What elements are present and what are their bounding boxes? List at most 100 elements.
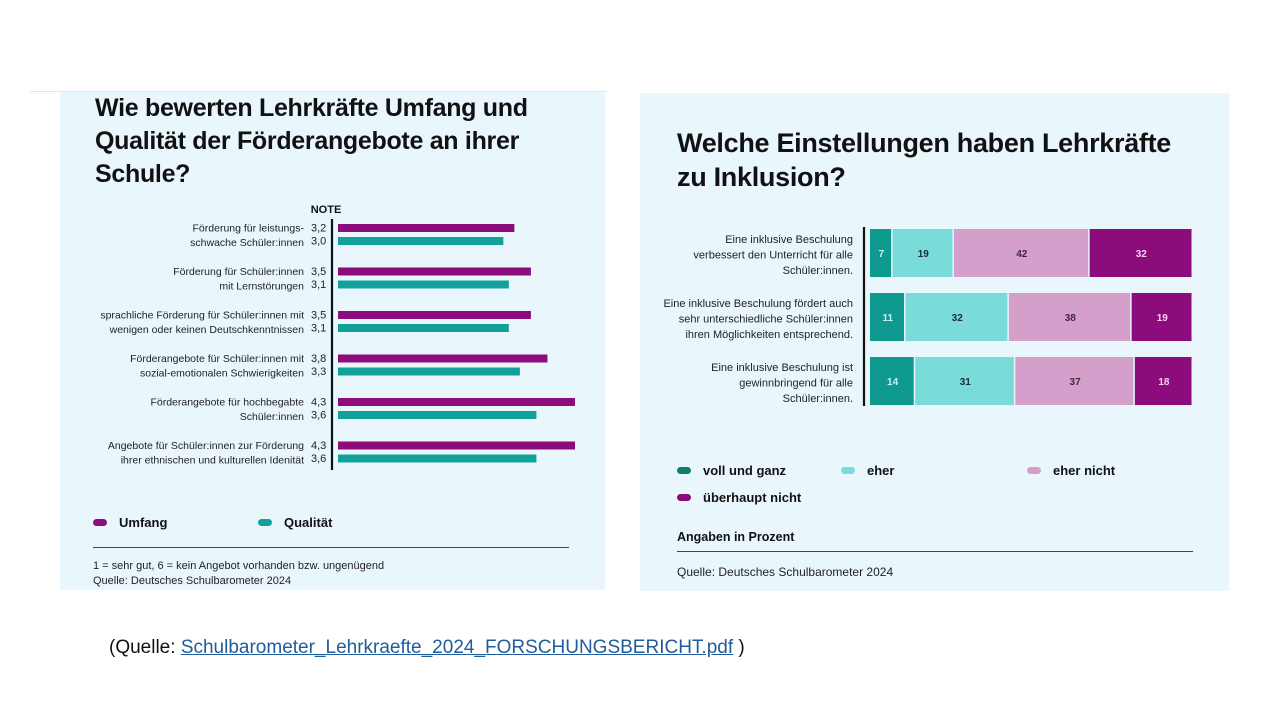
segment-value-label: 32 [952, 313, 964, 324]
legend-item-voll-und-ganz: voll und ganz [677, 463, 786, 478]
legend-label: eher nicht [1053, 463, 1116, 478]
category-label: Förderangebote für Schüler:innen mit [130, 353, 304, 365]
bar-umfang [338, 354, 548, 363]
legend-label: überhaupt nicht [703, 490, 802, 505]
value-label: 3,0 [311, 236, 326, 248]
category-label: Eine inklusive Beschulung [725, 234, 853, 246]
value-label: 3,1 [311, 323, 326, 335]
chart-panel-inklusion: Welche Einstellungen haben Lehrkräfte zu … [640, 93, 1229, 591]
segment-voll-und-ganz [870, 357, 914, 405]
category-label: Eine inklusive Beschulung fördert auch [663, 298, 853, 310]
legend-label: Qualität [284, 515, 333, 530]
segment-value-label: 18 [1158, 377, 1170, 388]
category-label: Förderung für leistungs- [193, 223, 305, 235]
value-label: 3,3 [311, 366, 326, 378]
segment-eher-nicht [953, 229, 1089, 277]
category-label: Angebote für Schüler:innen zur Förderung [108, 440, 304, 452]
legend-label: voll und ganz [703, 463, 787, 478]
segment-value-label: 32 [1136, 249, 1148, 260]
source-note: Quelle: Deutsches Schulbarometer 2024 [677, 565, 894, 579]
segment-value-label: 19 [1157, 313, 1169, 324]
bar-umfang [338, 311, 531, 319]
bar-umfang [338, 224, 515, 232]
unit-note: Angaben in Prozent [677, 530, 795, 544]
category-label: ihren Möglichkeiten entsprechend. [685, 329, 853, 341]
category-label: sehr unterschiedliche Schüler:innen [679, 314, 853, 326]
category-label: wenigen oder keinen Deutschkenntnissen [109, 324, 305, 336]
legend-swatch-eher-nicht [1027, 467, 1041, 474]
category-label: schwache Schüler:innen [190, 237, 304, 249]
category-label: gewinnbringend für alle [739, 378, 853, 390]
bar-qualitaet [338, 367, 520, 376]
segment-value-label: 11 [882, 313, 893, 324]
segment-eher-nicht [1015, 357, 1134, 405]
chart-panel-foerderangebote: Wie bewerten Lehrkräfte Umfang und Qualit… [60, 92, 605, 590]
legend-item-umfang: Umfang [93, 515, 167, 530]
legend-swatch-ueberhaupt-nicht [677, 494, 691, 501]
footer-suffix: ) [733, 637, 745, 658]
segment-eher [915, 357, 1014, 405]
value-label: 3,2 [311, 223, 326, 235]
source-pdf-link[interactable]: Schulbarometer_Lehrkraefte_2024_FORSCHUN… [180, 637, 734, 658]
legend-label: eher [867, 463, 895, 478]
segment-value-label: 37 [1070, 377, 1082, 388]
segment-eher [905, 293, 1008, 341]
segment-voll-und-ganz [870, 293, 905, 341]
segment-eher [892, 229, 953, 277]
category-label: sprachliche Förderung für Schüler:innen … [100, 310, 304, 322]
bar-umfang [338, 267, 531, 276]
legend-swatch-eher [841, 467, 855, 474]
value-label: 3,8 [311, 353, 326, 365]
value-label: 4,3 [311, 397, 326, 409]
value-label: 3,5 [311, 310, 326, 322]
segment-value-label: 42 [1016, 249, 1028, 260]
bar-qualitaet [338, 454, 537, 463]
value-label: 3,6 [311, 453, 326, 465]
legend-swatch-voll-und-ganz [677, 467, 691, 474]
bar-qualitaet [338, 280, 509, 289]
segment-value-label: 7 [879, 249, 885, 260]
legend-swatch-qualitaet [258, 519, 272, 526]
segment-voll-und-ganz [870, 229, 892, 277]
category-label: mit Lernstörungen [219, 281, 304, 293]
segment-ueberhaupt-nicht [1131, 293, 1192, 341]
bar-qualitaet [338, 237, 504, 245]
source-footer: (Quelle: Schulbarometer_Lehrkraefte_2024… [109, 637, 745, 659]
value-label: 3,6 [311, 410, 326, 422]
legend-swatch-umfang [93, 519, 107, 526]
bar-qualitaet [338, 324, 509, 332]
value-label: 4,3 [311, 440, 326, 452]
bar-umfang [338, 398, 575, 406]
category-label: Eine inklusive Beschulung ist [711, 362, 853, 374]
source-note: Quelle: Deutsches Schulbarometer 2024 [93, 575, 292, 587]
stacked-bar-chart-inklusion: Eine inklusive Beschulung verbessert den … [663, 227, 1192, 406]
scale-note: 1 = sehr gut, 6 = kein Angebot vorhanden… [93, 560, 385, 572]
segment-value-label: 31 [960, 377, 972, 388]
category-label: Förderung für Schüler:innen [173, 266, 304, 278]
chart-title: Wie bewerten Lehrkräfte Umfang und Qualit… [95, 94, 528, 188]
bar-chart-foerderangebote: NOTE Förderung für leistungs-schwache Sc… [100, 204, 575, 470]
segment-ueberhaupt-nicht [1134, 357, 1192, 405]
legend-divider [677, 551, 1193, 552]
category-label: ihrer ethnischen und kulturellen Idenitä… [121, 455, 304, 467]
footer-prefix: (Quelle: [109, 637, 181, 658]
segment-ueberhaupt-nicht [1089, 229, 1192, 277]
category-label: Förderangebote für hochbegabte [150, 397, 304, 409]
bar-umfang [338, 441, 575, 450]
segment-eher-nicht [1008, 293, 1131, 341]
category-label: Schüler:innen [240, 411, 304, 423]
value-label: 3,5 [311, 266, 326, 278]
category-label: Schüler:innen. [783, 393, 853, 405]
segment-value-label: 38 [1065, 313, 1077, 324]
category-label: sozial-emotionalen Schwierigkeiten [140, 368, 304, 380]
category-label: Schüler:innen. [783, 265, 853, 277]
top-divider [30, 91, 607, 92]
legend-label: Umfang [119, 515, 168, 530]
legend-divider [93, 547, 569, 548]
legend-item-qualitaet: Qualität [258, 515, 332, 530]
legend-item-ueberhaupt-nicht: überhaupt nicht [677, 490, 801, 505]
legend-item-eher-nicht: eher nicht [1027, 463, 1115, 478]
bar-qualitaet [338, 411, 537, 419]
value-label: 3,1 [311, 279, 326, 291]
legend-item-eher: eher [841, 463, 894, 478]
